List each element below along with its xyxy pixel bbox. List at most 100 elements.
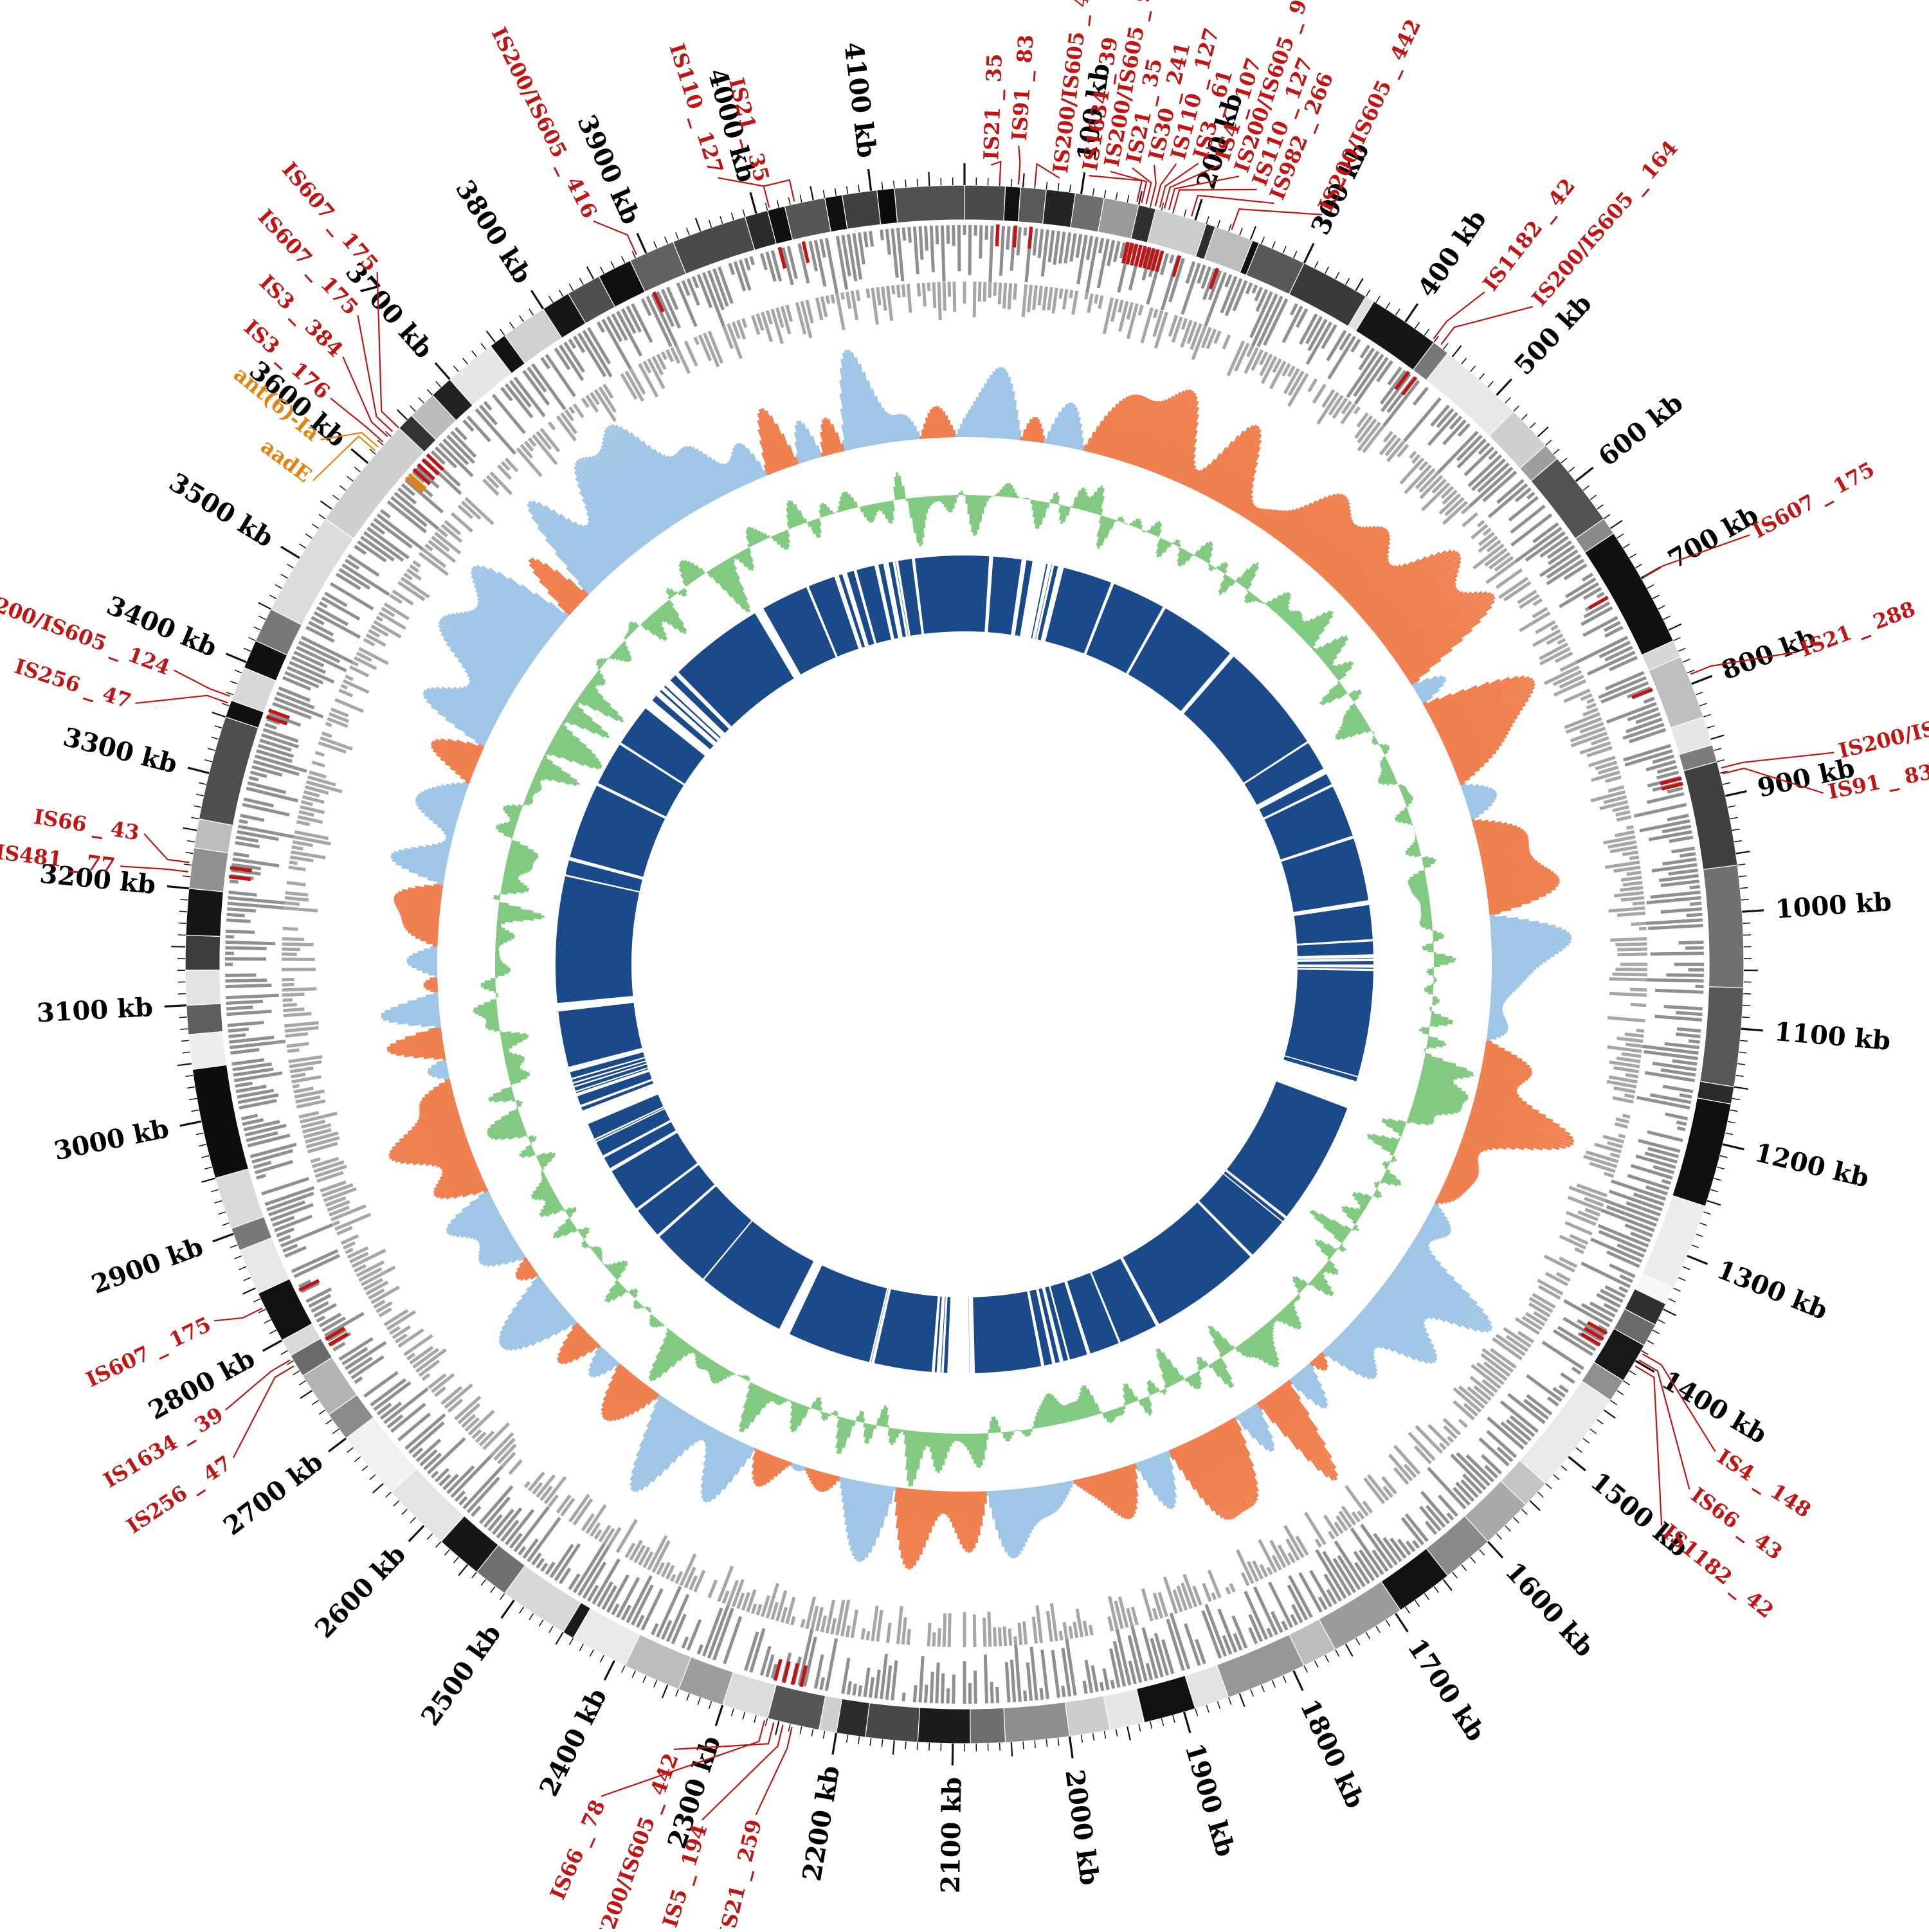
axis-tick (208, 748, 215, 750)
green-bar (563, 1210, 565, 1211)
green-bar (646, 1307, 648, 1310)
green-bar (1433, 935, 1444, 936)
axis-tick (1376, 1626, 1380, 1632)
gene-bar (1651, 892, 1701, 898)
skew-bar (1492, 982, 1523, 984)
contig-block (1004, 186, 1021, 222)
axis-tick (1696, 692, 1703, 695)
skew-bar (992, 1491, 993, 1519)
gene-bar (1100, 238, 1103, 253)
axis-tick (1538, 1492, 1544, 1497)
gene-bar (892, 1661, 896, 1701)
axis-tick (1104, 1731, 1105, 1738)
gene-bar (1622, 852, 1638, 854)
axis-tick (929, 1743, 930, 1751)
axis-tick (1604, 514, 1610, 519)
green-bar (1352, 1229, 1354, 1230)
green-bar (985, 1433, 986, 1450)
green-bar (1415, 840, 1417, 841)
gene-bar (1609, 993, 1647, 995)
axis-tick (858, 185, 860, 192)
reference-arc (1031, 564, 1048, 638)
gene-bar (1170, 255, 1173, 264)
gene-bar (257, 1175, 266, 1178)
gene-bar (226, 931, 255, 932)
gene-bar (1269, 1582, 1292, 1627)
gene-bar (1661, 1070, 1696, 1075)
axis-tick (858, 1737, 860, 1744)
gene-bar (667, 350, 673, 361)
gene-bar (228, 898, 285, 903)
contig-block (186, 889, 224, 937)
gene-bar (974, 1614, 975, 1647)
gene-bar (914, 227, 918, 275)
annotation-leader-line (174, 670, 230, 696)
skew-bar (1489, 1016, 1505, 1017)
green-bar (874, 1425, 875, 1429)
axis-tick (326, 1420, 332, 1424)
axis-tick (1561, 458, 1567, 463)
axis-tick (179, 911, 187, 912)
axis-tick (777, 200, 779, 208)
gene-bar (923, 283, 925, 307)
axis-tick (281, 1351, 288, 1355)
green-bar (878, 503, 879, 510)
gene-bar (1213, 1593, 1215, 1600)
gene-bar (1611, 1154, 1620, 1157)
gene-bar (757, 1604, 761, 1615)
axis-tick (435, 363, 449, 380)
green-bar (527, 1136, 528, 1137)
gene-bar (1528, 493, 1534, 499)
axis-tick (1629, 554, 1636, 558)
axis-tick (427, 1534, 432, 1540)
gene-bar (249, 777, 258, 780)
green-bar (981, 1434, 982, 1466)
contig-block (877, 188, 898, 225)
gene-bar (1617, 1038, 1644, 1042)
axis-tick (1206, 1705, 1209, 1712)
gene-bar (1064, 1622, 1067, 1639)
gene-bar (1646, 920, 1703, 923)
green-bar (1420, 907, 1430, 908)
axis-tick (1366, 1632, 1370, 1639)
axis-tick (436, 1542, 441, 1548)
axis-tick (258, 616, 266, 619)
green-bar (979, 1434, 980, 1468)
axis-tick (569, 284, 573, 291)
gene-bar (354, 658, 376, 669)
axis-tick (1283, 246, 1286, 253)
gene-bar (1018, 227, 1020, 255)
gene-bar (1226, 275, 1231, 287)
gene-bar (847, 292, 850, 309)
gene-bar (1034, 229, 1037, 256)
gene-bar (928, 1623, 930, 1646)
green-bar (1179, 548, 1181, 550)
gene-bar (583, 399, 588, 407)
gene-bar (903, 1618, 905, 1645)
axis-tick (1617, 1391, 1624, 1395)
axis-tick (453, 1557, 458, 1563)
contig-block (1217, 1634, 1304, 1697)
axis-tick (917, 1742, 918, 1750)
axis-tick (1505, 1526, 1510, 1531)
axis-tick-label: 3800 kb (449, 175, 538, 289)
contig-block (188, 1031, 227, 1069)
green-bar (650, 1315, 652, 1317)
gene-bar (1132, 1607, 1137, 1625)
gene-bar (1042, 1650, 1048, 1699)
skew-bar (946, 415, 947, 438)
green-bar (974, 495, 975, 536)
gene-bar (320, 1314, 341, 1326)
gene-bar (1665, 1114, 1688, 1119)
green-bar (1006, 1432, 1007, 1441)
green-bar (496, 933, 514, 934)
axis-tick (222, 703, 229, 706)
axis-tick (732, 213, 734, 221)
axis-tick (1356, 278, 1363, 291)
green-bar (496, 939, 511, 940)
gene-bar (309, 772, 326, 777)
axis-tick (1696, 1234, 1703, 1236)
gene-bar (1608, 1018, 1645, 1021)
gene-bar (1636, 1030, 1644, 1031)
gene-bar (365, 1373, 398, 1396)
